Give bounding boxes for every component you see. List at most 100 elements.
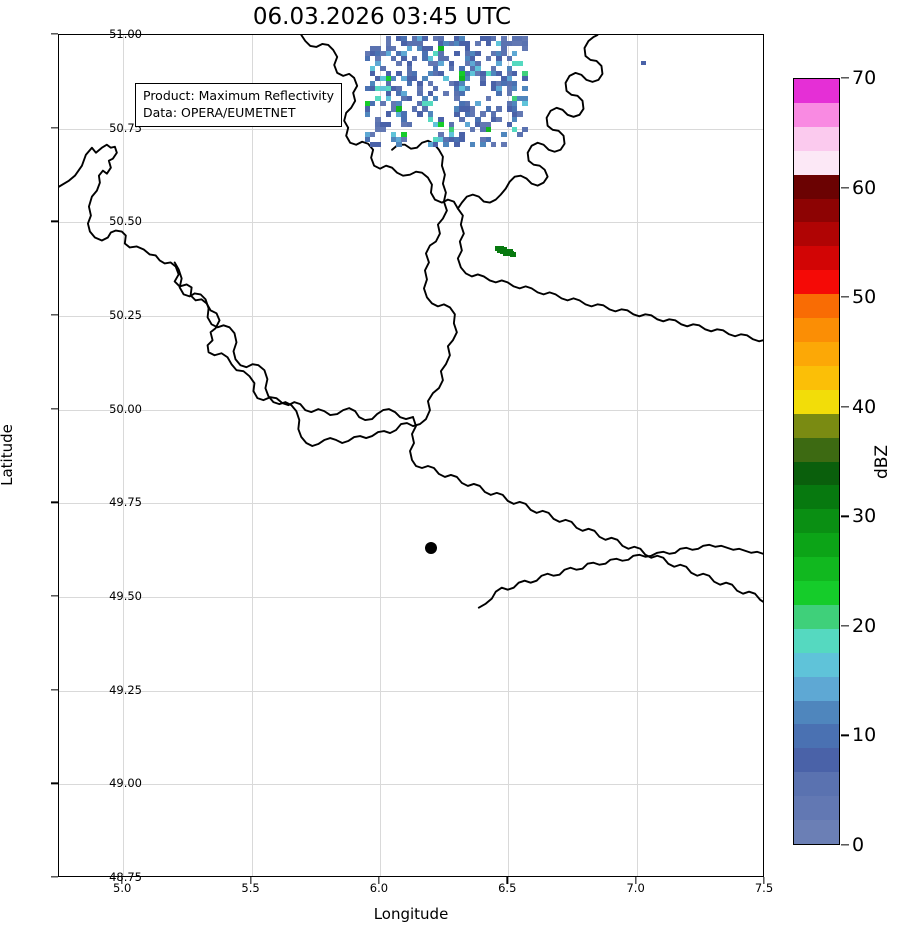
radar-echo-cell bbox=[511, 60, 518, 67]
gridline-horizontal bbox=[59, 597, 763, 598]
radar-echo-cell bbox=[432, 141, 439, 147]
station-marker[interactable] bbox=[425, 542, 438, 555]
colorbar-segment bbox=[794, 675, 839, 701]
y-tick-mark bbox=[51, 314, 58, 316]
gridline-horizontal bbox=[59, 690, 763, 692]
radar-echo-cell bbox=[480, 111, 486, 117]
radar-echo-cell bbox=[364, 111, 371, 117]
gridline-vertical bbox=[636, 35, 638, 876]
radar-echo-cell bbox=[396, 86, 402, 92]
radar-echo-cell bbox=[480, 136, 486, 142]
radar-echo-cell bbox=[502, 250, 509, 256]
radar-echo-cell bbox=[517, 35, 523, 41]
radar-echo-cell bbox=[511, 126, 518, 132]
radar-echo-cell bbox=[469, 65, 476, 72]
y-tick-mark bbox=[51, 876, 58, 878]
info-data-line: Data: OPERA/EUMETNET bbox=[143, 104, 296, 120]
radar-echo-cell bbox=[501, 141, 507, 147]
radar-echo-cell bbox=[469, 50, 476, 56]
gridline-horizontal bbox=[59, 316, 763, 317]
radar-echo-cell bbox=[406, 45, 413, 51]
x-tick-label: 5.0 bbox=[113, 881, 132, 895]
radar-echo-cell bbox=[522, 126, 528, 132]
radar-echo-cell bbox=[401, 35, 407, 41]
radar-echo-cell bbox=[406, 121, 413, 127]
radar-echo-cell bbox=[417, 111, 423, 117]
radar-echo-cell bbox=[380, 101, 386, 107]
radar-echo-cell bbox=[480, 71, 486, 77]
radar-echo-cell bbox=[401, 131, 407, 137]
x-tick-mark bbox=[378, 877, 380, 884]
radar-echo-cell bbox=[396, 60, 402, 67]
radar-echo-cell bbox=[417, 35, 423, 41]
x-tick-mark bbox=[506, 877, 508, 884]
y-tick-label: 49.75 bbox=[109, 495, 142, 510]
radar-echo-cell bbox=[511, 106, 518, 112]
radar-echo-cell bbox=[427, 71, 434, 77]
radar-echo-cell bbox=[480, 121, 486, 127]
radar-echo-cell bbox=[464, 55, 471, 61]
colorbar-segment bbox=[794, 699, 839, 725]
radar-echo-cell bbox=[522, 96, 528, 102]
radar-echo-cell bbox=[385, 40, 392, 46]
radar-echo-cell bbox=[369, 45, 376, 51]
y-tick-label: 50.00 bbox=[109, 401, 142, 416]
radar-echo-cell bbox=[459, 101, 465, 107]
radar-echo-cell bbox=[490, 35, 497, 41]
radar-echo-cell bbox=[406, 71, 413, 77]
radar-echo-cell bbox=[459, 40, 465, 46]
radar-echo-cell bbox=[390, 131, 397, 137]
x-tick-mark bbox=[249, 877, 252, 884]
radar-echo-cell bbox=[522, 101, 528, 107]
colorbar-segment bbox=[794, 819, 839, 844]
radar-echo-cell bbox=[464, 86, 471, 92]
radar-echo-cell bbox=[501, 131, 507, 137]
radar-echo-cell bbox=[380, 50, 386, 56]
y-tick-label: 51.00 bbox=[109, 27, 142, 41]
colorbar[interactable] bbox=[793, 78, 840, 845]
radar-echo-cell bbox=[417, 40, 423, 46]
map-plot-area[interactable]: Product: Maximum Reflectivity Data: OPER… bbox=[58, 34, 764, 877]
radar-echo-cell bbox=[364, 50, 371, 56]
colorbar-tick-mark bbox=[841, 406, 849, 408]
radar-echo-cell bbox=[375, 141, 381, 147]
gridline-vertical bbox=[379, 35, 381, 876]
radar-echo-cell bbox=[427, 45, 434, 51]
colorbar-segment bbox=[794, 364, 839, 390]
radar-echo-cell bbox=[511, 35, 518, 41]
country-borders-layer bbox=[59, 35, 763, 609]
radar-echo-cell bbox=[375, 55, 381, 61]
y-tick-label: 50.25 bbox=[109, 308, 142, 322]
radar-echo-cell bbox=[385, 91, 392, 97]
radar-echo-cell bbox=[522, 35, 528, 41]
x-tick-label: 7.0 bbox=[626, 881, 645, 895]
radar-echo-cell bbox=[475, 71, 481, 77]
radar-echo-cell bbox=[517, 131, 523, 137]
radar-echo-cell bbox=[375, 121, 381, 127]
radar-echo-cell bbox=[464, 101, 471, 107]
radar-echo-cell bbox=[422, 96, 428, 102]
radar-echo-cell bbox=[469, 71, 476, 77]
radar-echo-cell bbox=[417, 45, 423, 51]
radar-echo-cell bbox=[454, 111, 460, 117]
radar-echo-cell bbox=[432, 136, 439, 142]
colorbar-tick-mark bbox=[841, 734, 849, 737]
radar-echo-cell bbox=[364, 101, 371, 107]
radar-echo-cell bbox=[432, 71, 439, 77]
radar-echo-cell bbox=[411, 71, 418, 77]
radar-echo-cell bbox=[459, 71, 465, 77]
radar-echo-cell bbox=[490, 71, 497, 77]
radar-echo-cell bbox=[417, 86, 423, 92]
radar-echo-cell bbox=[401, 136, 407, 142]
radar-echo-cell bbox=[511, 111, 518, 117]
radar-echo-cell bbox=[454, 50, 460, 56]
radar-echo-cell bbox=[464, 45, 471, 51]
radar-echo-cell bbox=[364, 136, 371, 142]
radar-echo-cell bbox=[443, 40, 449, 46]
colorbar-segment bbox=[794, 484, 839, 510]
radar-echo-cell bbox=[401, 116, 407, 122]
radar-echo-cell bbox=[454, 91, 460, 97]
colorbar-label: dBZ bbox=[872, 444, 892, 480]
x-tick-mark bbox=[121, 877, 123, 884]
colorbar-segment bbox=[794, 604, 839, 629]
